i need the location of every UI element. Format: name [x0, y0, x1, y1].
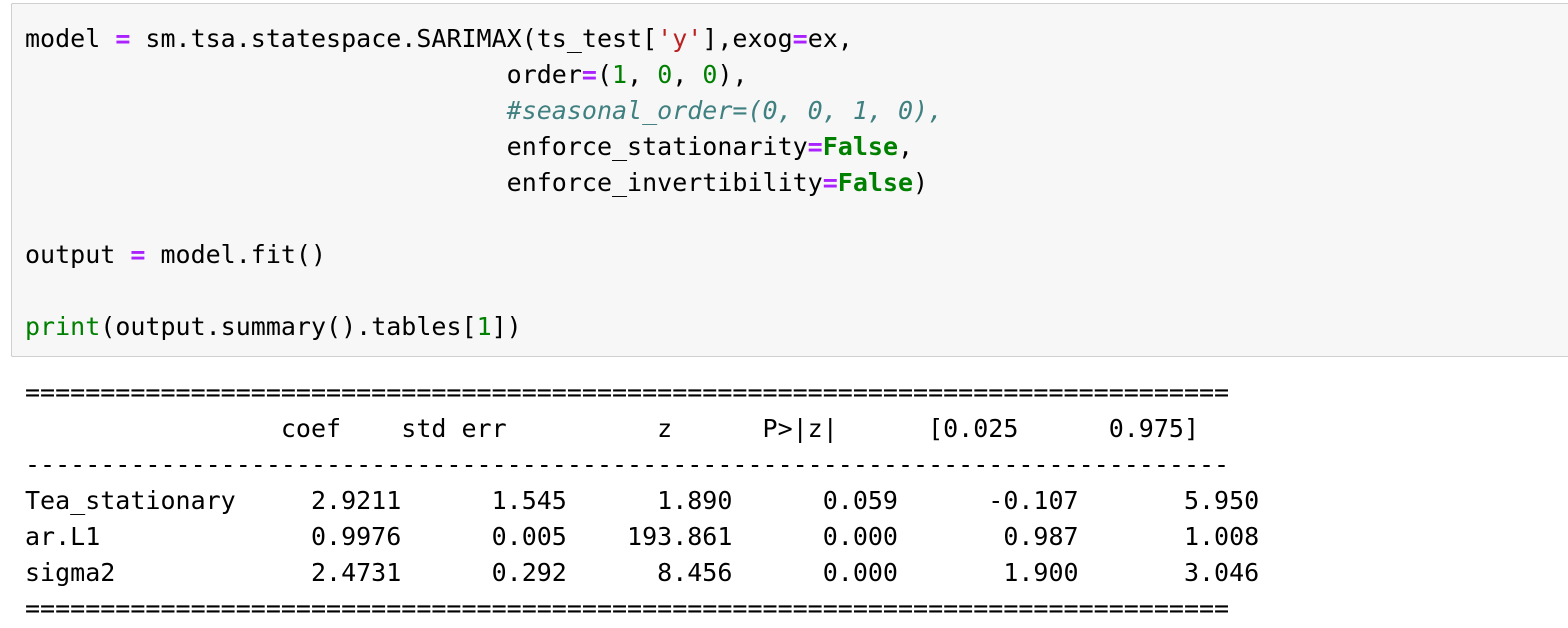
code-token-plain: ), [717, 60, 748, 89]
code-line [25, 273, 943, 309]
code-token-plain: ( [596, 60, 613, 89]
code-token-op: = [581, 60, 597, 89]
code-token-op: = [822, 168, 838, 197]
code-token-num: 1 [612, 60, 628, 89]
code-token-plain: output [25, 240, 131, 269]
code-token-plain: ) [913, 168, 929, 197]
table-top-rule: ========================================… [25, 378, 1230, 407]
code-token-num: 0 [702, 60, 718, 89]
table-row: Tea_stationary 2.9211 1.545 1.890 0.059 … [25, 486, 1260, 515]
code-line: print(output.summary().tables[1]) [25, 309, 943, 345]
table-row: sigma2 2.4731 0.292 8.456 0.000 1.900 3.… [25, 558, 1260, 587]
code-token-plain: enforce_stationarity [25, 132, 808, 161]
code-token-plain: sm.tsa.statespace.SARIMAX(ts_test[ [130, 24, 658, 53]
code-token-plain: (output.summary().tables[ [100, 312, 477, 341]
code-line: model = sm.tsa.statespace.SARIMAX(ts_tes… [25, 21, 943, 57]
code-token-op: = [807, 132, 823, 161]
table-header-rule: ----------------------------------------… [25, 450, 1230, 479]
code-token-plain: order [25, 60, 582, 89]
code-token-op: = [115, 24, 131, 53]
table-header: coef std err z P>|z| [0.025 0.975] [25, 414, 1199, 443]
code-cell[interactable] [11, 3, 1568, 357]
code-line: output = model.fit() [25, 237, 943, 273]
code-token-comment: #seasonal_order=(0, 0, 1, 0), [506, 96, 944, 125]
table-row: ar.L1 0.9976 0.005 193.861 0.000 0.987 1… [25, 522, 1260, 551]
code-token-op: = [130, 240, 146, 269]
code-line: enforce_invertibility=False) [25, 165, 943, 201]
code-token-plain: model [25, 24, 116, 53]
code-token-str: 'y' [657, 24, 703, 53]
code-token-op: = [792, 24, 808, 53]
code-line: #seasonal_order=(0, 0, 1, 0), [25, 93, 944, 129]
code-line [25, 201, 943, 237]
code-token-kw: False [822, 132, 898, 161]
code-token-plain: ]) [491, 312, 522, 341]
code-token-plain [25, 96, 507, 125]
code-token-plain: , [627, 60, 658, 89]
code-token-plain: , [672, 60, 703, 89]
code-editor[interactable]: model = sm.tsa.statespace.SARIMAX(ts_tes… [25, 21, 943, 345]
code-token-num: 1 [476, 312, 492, 341]
cell-output: ========================================… [25, 375, 1259, 627]
code-token-plain: ex, [807, 24, 853, 53]
code-token-plain: ],exog [702, 24, 793, 53]
code-token-kw: False [837, 168, 914, 197]
code-token-builtin: print [25, 312, 101, 341]
code-token-plain: model.fit() [145, 240, 327, 269]
code-token-plain: , [898, 132, 914, 161]
code-line: order=(1, 0, 0), [25, 57, 943, 93]
code-token-num: 0 [657, 60, 673, 89]
table-bottom-rule: ========================================… [25, 594, 1230, 623]
code-line: enforce_stationarity=False, [25, 129, 943, 165]
code-token-plain: enforce_invertibility [25, 168, 823, 197]
